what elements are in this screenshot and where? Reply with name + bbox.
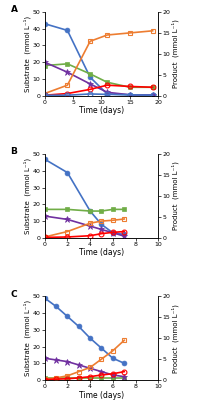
Y-axis label: Product  (mmol L⁻¹): Product (mmol L⁻¹)	[171, 162, 178, 230]
X-axis label: Time (days): Time (days)	[79, 106, 123, 115]
Y-axis label: Substrate  (mmol L⁻¹): Substrate (mmol L⁻¹)	[24, 300, 31, 376]
Y-axis label: Product  (mmol L⁻¹): Product (mmol L⁻¹)	[171, 19, 178, 88]
Y-axis label: Substrate  (mmol L⁻¹): Substrate (mmol L⁻¹)	[24, 16, 31, 92]
Y-axis label: Substrate  (mmol L⁻¹): Substrate (mmol L⁻¹)	[24, 158, 31, 234]
Text: B: B	[11, 148, 17, 156]
X-axis label: Time (days): Time (days)	[79, 390, 123, 400]
X-axis label: Time (days): Time (days)	[79, 248, 123, 257]
Text: A: A	[11, 5, 17, 14]
Text: C: C	[11, 290, 17, 299]
Y-axis label: Product  (mmol L⁻¹): Product (mmol L⁻¹)	[171, 304, 178, 373]
